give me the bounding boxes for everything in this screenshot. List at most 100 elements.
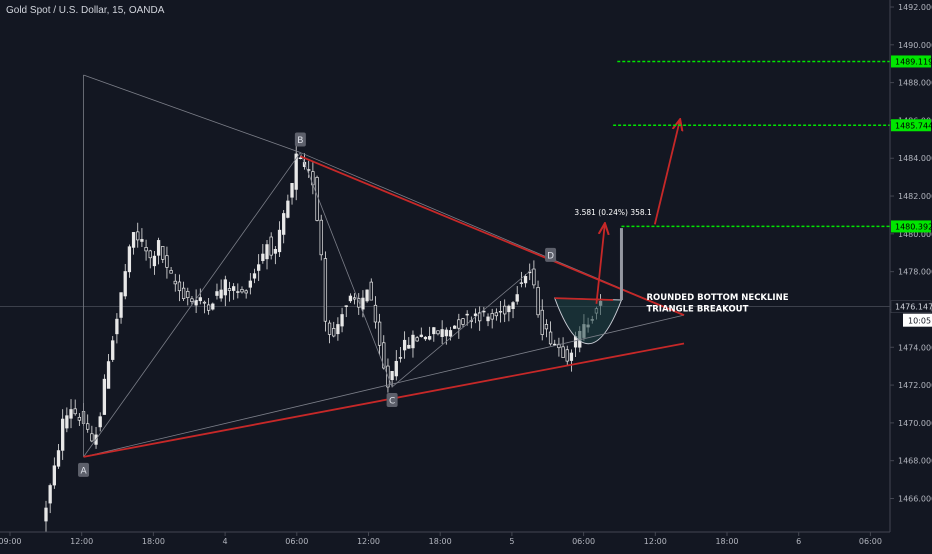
grey-trendline [83, 314, 685, 458]
pattern-note: TRIANGLE BREAKOUT [646, 304, 748, 314]
candle-body [286, 200, 290, 218]
candle-body [507, 305, 511, 313]
y-tick-label: 1472.000 [898, 381, 932, 390]
candle-body [523, 276, 528, 284]
candle-body [173, 280, 177, 285]
candle-body [565, 349, 569, 362]
candle [61, 409, 65, 460]
target-price-tag [891, 119, 931, 132]
candle-body [394, 360, 398, 377]
candle-body [436, 330, 440, 335]
candle [498, 300, 503, 323]
candle-body [90, 433, 94, 442]
candle [140, 228, 144, 248]
candle-body [444, 329, 448, 337]
y-tick-label: 1466.000 [898, 495, 932, 504]
x-tick-label: 4 [223, 537, 228, 546]
candle [427, 326, 432, 341]
candle [294, 145, 298, 201]
candle [548, 321, 553, 346]
candle [102, 374, 107, 415]
candle-body [73, 408, 77, 415]
candle-body [323, 258, 328, 322]
candle [532, 260, 536, 289]
candle-body [361, 297, 365, 310]
candle-body [536, 287, 540, 316]
candle [561, 337, 565, 358]
candle-body [569, 352, 574, 361]
candle-body [427, 336, 432, 340]
candle [469, 316, 473, 329]
candle [348, 293, 353, 304]
candle-body [190, 298, 194, 302]
point-label-box [545, 247, 557, 262]
candle-body [181, 287, 186, 299]
candle [148, 249, 152, 269]
candle [90, 425, 94, 443]
candle [511, 300, 515, 319]
candle-body [165, 255, 169, 268]
candle-body [319, 219, 323, 256]
candle [536, 280, 540, 318]
candle-body [161, 246, 165, 260]
candle-body [115, 318, 119, 335]
pattern-note: ROUNDED BOTTOM NECKLINE [646, 293, 788, 303]
countdown-label: 10:05 [908, 317, 931, 326]
candle [494, 308, 499, 321]
candle-body [69, 409, 73, 419]
target-price-label: 1489.119 [895, 57, 932, 66]
candle-body [415, 337, 419, 342]
candle [206, 297, 211, 315]
annotations-layer: A B C D 3.581 (0.24%) 358.1 ROUNDED BOTTOM NE… [78, 60, 890, 477]
candle-body [432, 327, 436, 335]
candle-body [457, 319, 461, 329]
candle-body [352, 297, 357, 300]
candle [190, 295, 194, 306]
target-price-tag [891, 220, 931, 233]
candle-body [548, 331, 553, 345]
candle-body [390, 371, 394, 381]
candle [261, 244, 265, 264]
target-price-tag [891, 55, 931, 68]
candle [65, 407, 69, 433]
candle-body [261, 253, 265, 262]
candle-body [257, 264, 261, 271]
candle-body [478, 312, 482, 322]
candle-body [119, 292, 123, 318]
candle [523, 274, 528, 288]
candle [77, 413, 82, 426]
candle [248, 273, 252, 295]
candle-body [532, 268, 536, 286]
x-tick-label: 18:00 [429, 537, 452, 546]
candle-body [65, 415, 69, 429]
point-label-D: D [547, 251, 554, 261]
candle [436, 330, 440, 336]
candle [269, 232, 273, 260]
candle-body [407, 344, 411, 349]
candle-body [332, 328, 336, 337]
y-tick-label: 1474.000 [898, 343, 932, 352]
candle-body [290, 182, 294, 198]
candle-body [144, 247, 148, 252]
x-tick-label: 09:00 [0, 537, 22, 546]
candle [161, 246, 165, 264]
candle-body [61, 418, 65, 451]
candle [186, 287, 190, 306]
candle [44, 500, 48, 533]
candle [181, 281, 186, 302]
candle [565, 345, 569, 365]
candle [106, 354, 111, 389]
rounded-bottom-curve [554, 297, 623, 345]
candle [86, 414, 90, 433]
candle [332, 321, 336, 338]
candle-body [102, 378, 107, 415]
candle-body [315, 177, 319, 221]
candle [156, 237, 161, 265]
candle [340, 307, 344, 333]
candle [557, 337, 561, 357]
candle-body [98, 416, 102, 428]
candle-body [423, 336, 428, 340]
candle [394, 350, 398, 381]
